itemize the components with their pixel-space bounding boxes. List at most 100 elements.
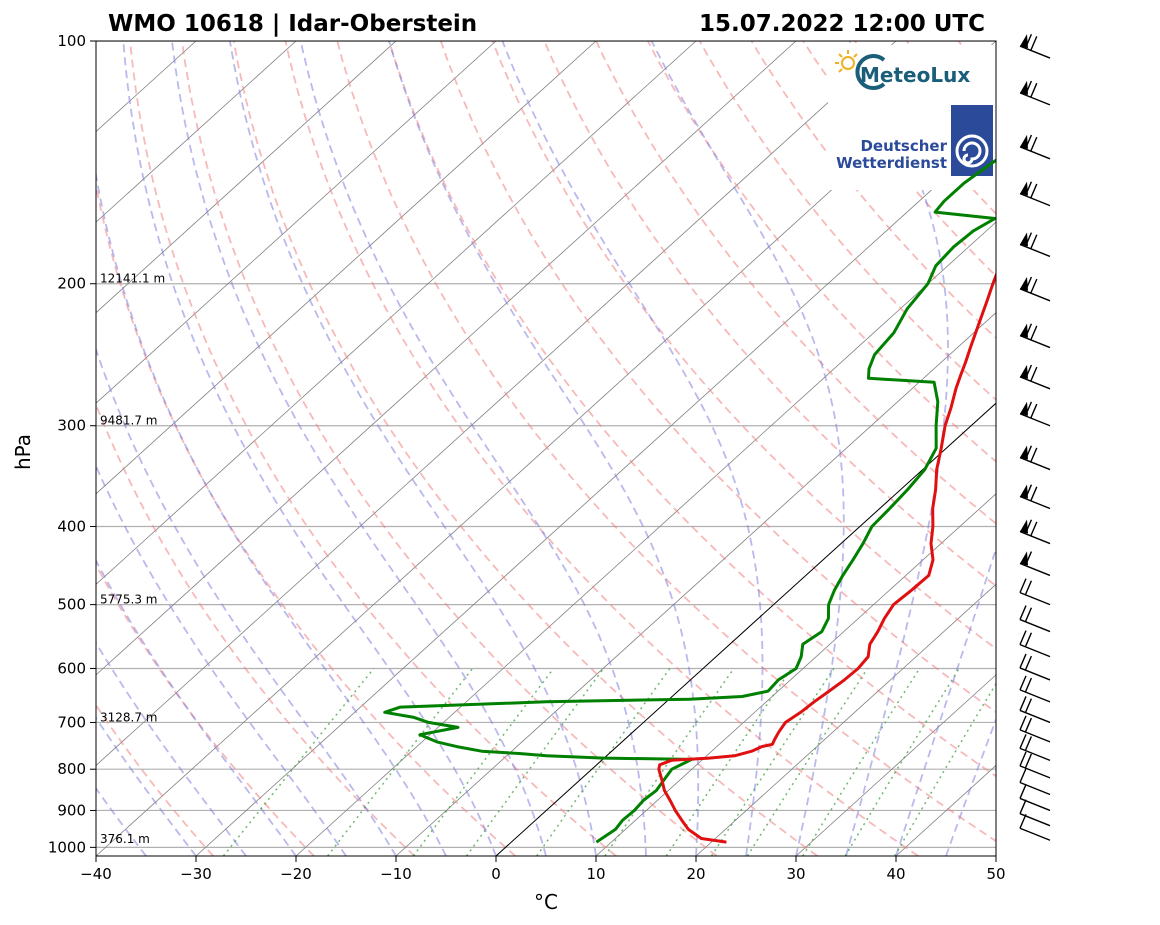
station-title: WMO 10618 | Idar-Oberstein: [108, 11, 477, 37]
plot-frame: [95, 40, 997, 857]
dwd-logo: DWD Deutscher Wetterdienst: [836, 105, 993, 176]
isotherm-line: [695, 583, 996, 856]
isotherm-line: [795, 674, 996, 856]
dry-adiabat: [491, 41, 996, 650]
y-tick-label: 200: [57, 275, 86, 293]
moist-adiabat: [650, 41, 845, 856]
dry-adiabat: [96, 563, 315, 856]
dry-adiabat: [284, 41, 919, 856]
x-tick-label: 0: [491, 865, 501, 883]
mixing-ratio-line: [746, 668, 869, 856]
wind-barb: [1019, 768, 1051, 796]
dry-adiabat: [232, 41, 819, 856]
wind-barb: [1019, 232, 1051, 258]
x-tick-label: −40: [80, 865, 112, 883]
wind-barb: [1019, 696, 1051, 724]
wind-barb: [1019, 578, 1051, 606]
x-axis-label: °C: [534, 890, 558, 914]
wind-barb: [1019, 715, 1051, 743]
swirl-icon: [955, 134, 989, 168]
y-tick-label: 400: [57, 517, 86, 535]
y-axis-ticks: 100 200 300 400 500 600 700 800 900 1000: [48, 32, 96, 856]
dry-adiabat: [543, 41, 996, 588]
moist-adiabat: [96, 463, 347, 856]
moist-adiabat: [229, 41, 597, 856]
wind-barbs: [1019, 33, 1051, 841]
wind-barb: [1019, 799, 1051, 827]
dwd-line2: Wetterdienst: [836, 154, 947, 172]
x-tick-label: 10: [586, 865, 605, 883]
isotherm-line: [295, 221, 996, 856]
moist-adiabat: [96, 641, 247, 856]
wind-barb: [1019, 33, 1051, 59]
wind-barb: [1019, 364, 1051, 390]
height-label: 3128.7 m: [100, 710, 158, 724]
isotherm-lines: [96, 41, 996, 856]
dewpoint-profile: [383, 158, 996, 844]
wind-barb: [1019, 630, 1051, 658]
isotherm-line: [96, 41, 497, 404]
wind-barb: [1019, 323, 1051, 349]
wind-barb: [1019, 181, 1051, 207]
meteolux-label: MeteoLux: [860, 63, 970, 87]
moist-adiabat: [388, 41, 700, 856]
y-tick-label: 1000: [48, 838, 86, 856]
isotherm-line: [96, 41, 397, 314]
moist-adiabat-lines: [96, 41, 996, 856]
y-tick-label: 800: [57, 760, 86, 778]
dry-adiabat: [698, 41, 996, 401]
height-label: 9481.7 m: [100, 414, 158, 428]
moist-adiabat: [96, 170, 447, 856]
moist-adiabat: [96, 346, 397, 856]
y-axis-label: hPa: [11, 434, 35, 470]
x-tick-label: −30: [180, 865, 212, 883]
isotherm-line: [395, 312, 996, 856]
mixing-ratio-line: [710, 668, 835, 856]
moist-adiabat: [96, 786, 147, 856]
wind-barb: [1019, 276, 1051, 302]
x-tick-label: 50: [986, 865, 1005, 883]
temperature-profile: [657, 271, 996, 844]
wind-barb: [1019, 484, 1051, 510]
isotherm-line: [96, 41, 697, 585]
x-tick-label: 20: [686, 865, 705, 883]
dry-adiabat: [96, 402, 416, 856]
mixing-ratio-line: [327, 668, 474, 856]
wind-barb: [1019, 814, 1051, 841]
dry-adiabat: [129, 41, 617, 856]
mixing-ratio-line: [665, 668, 793, 856]
y-tick-label: 500: [57, 596, 86, 614]
wind-barb: [1019, 784, 1051, 812]
dry-adiabat: [96, 180, 516, 856]
mixing-ratio-line: [465, 668, 605, 856]
zero-isotherm-line: [495, 402, 996, 856]
mixing-ratio-line: [802, 668, 921, 856]
wind-barb: [1019, 80, 1051, 106]
moist-adiabat: [96, 716, 197, 856]
mixing-ratio-lines: [222, 668, 996, 856]
wind-barb: [1019, 519, 1051, 545]
wind-barb: [1019, 734, 1051, 761]
isotherm-line: [96, 41, 797, 676]
dry-adiabat: [439, 41, 996, 714]
wind-barb: [1019, 653, 1051, 681]
y-tick-label: 300: [57, 417, 86, 435]
moist-adiabat: [895, 545, 996, 856]
mixing-ratio-line: [412, 668, 555, 856]
x-tick-label: 40: [886, 865, 905, 883]
x-axis-ticks: −40 −30 −20 −10 0 10 20 30 40 50: [80, 856, 1006, 883]
x-tick-label: −20: [280, 865, 312, 883]
y-tick-label: 600: [57, 659, 86, 677]
height-label: 12141.1 m: [100, 272, 165, 286]
dry-adiabat: [336, 41, 996, 843]
mixing-ratio-line: [536, 668, 671, 856]
x-tick-label: 30: [786, 865, 805, 883]
sun-icon: [835, 50, 858, 73]
dwd-badge-text: DWD: [953, 108, 992, 124]
isotherm-line: [96, 41, 897, 766]
dry-adiabat: [388, 41, 996, 778]
dwd-line1: Deutscher: [860, 137, 947, 155]
isotherm-line: [96, 41, 597, 495]
moist-adiabat: [845, 41, 949, 856]
